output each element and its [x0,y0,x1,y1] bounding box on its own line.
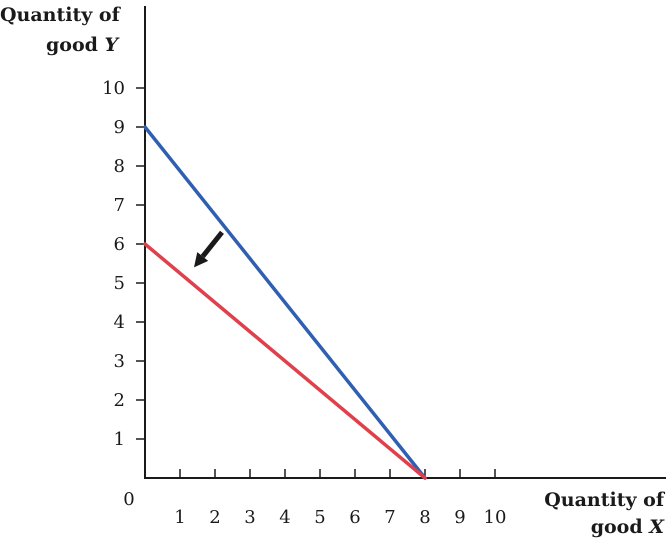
budget-line-1 [143,125,427,480]
shift-arrow-shaft [200,230,224,259]
y-axis-title-line1: Quantity of [0,4,122,26]
x-tick-label: 8 [419,507,430,528]
ticks: 1 2 3 4 5 6 7 8 9 10 1 2 3 4 5 6 7 8 9 10 [102,78,506,528]
y-axis-title-text: good [46,34,105,56]
x-axis-title-line1: Quantity of [544,489,666,511]
x-axis-title-text: good [591,516,650,538]
y-axis-title-var: Y [105,34,121,56]
y-tick-label: 1 [114,429,125,450]
x-tick-label: 1 [174,507,185,528]
x-axis-title-var: X [648,516,665,538]
series-lines [143,125,427,480]
x-tick-label: 4 [279,507,290,528]
x-tick-label: 7 [384,507,395,528]
y-tick-label: 5 [114,273,125,294]
y-tick-label: 10 [102,78,125,99]
y-tick-label: 4 [114,312,125,333]
y-tick-label: 8 [114,156,125,177]
y-tick-label: 9 [114,117,125,138]
y-axis-title-line2: good Y [46,34,121,56]
y-tick-label: 7 [114,195,125,216]
x-tick-label: 3 [244,507,255,528]
y-tick-label: 3 [114,351,125,372]
shift-arrow-head [194,252,209,268]
origin-label: 0 [123,489,134,510]
y-tick-label: 6 [114,234,125,255]
x-tick-label: 9 [454,507,465,528]
x-tick-label: 5 [314,507,325,528]
x-axis-title-line2: good X [591,516,666,538]
annotations [194,230,224,268]
y-tick-label: 2 [114,390,125,411]
x-tick-label: 10 [484,507,507,528]
x-tick-label: 2 [209,507,220,528]
x-tick-label: 6 [349,507,360,528]
budget-line-2 [143,242,427,480]
